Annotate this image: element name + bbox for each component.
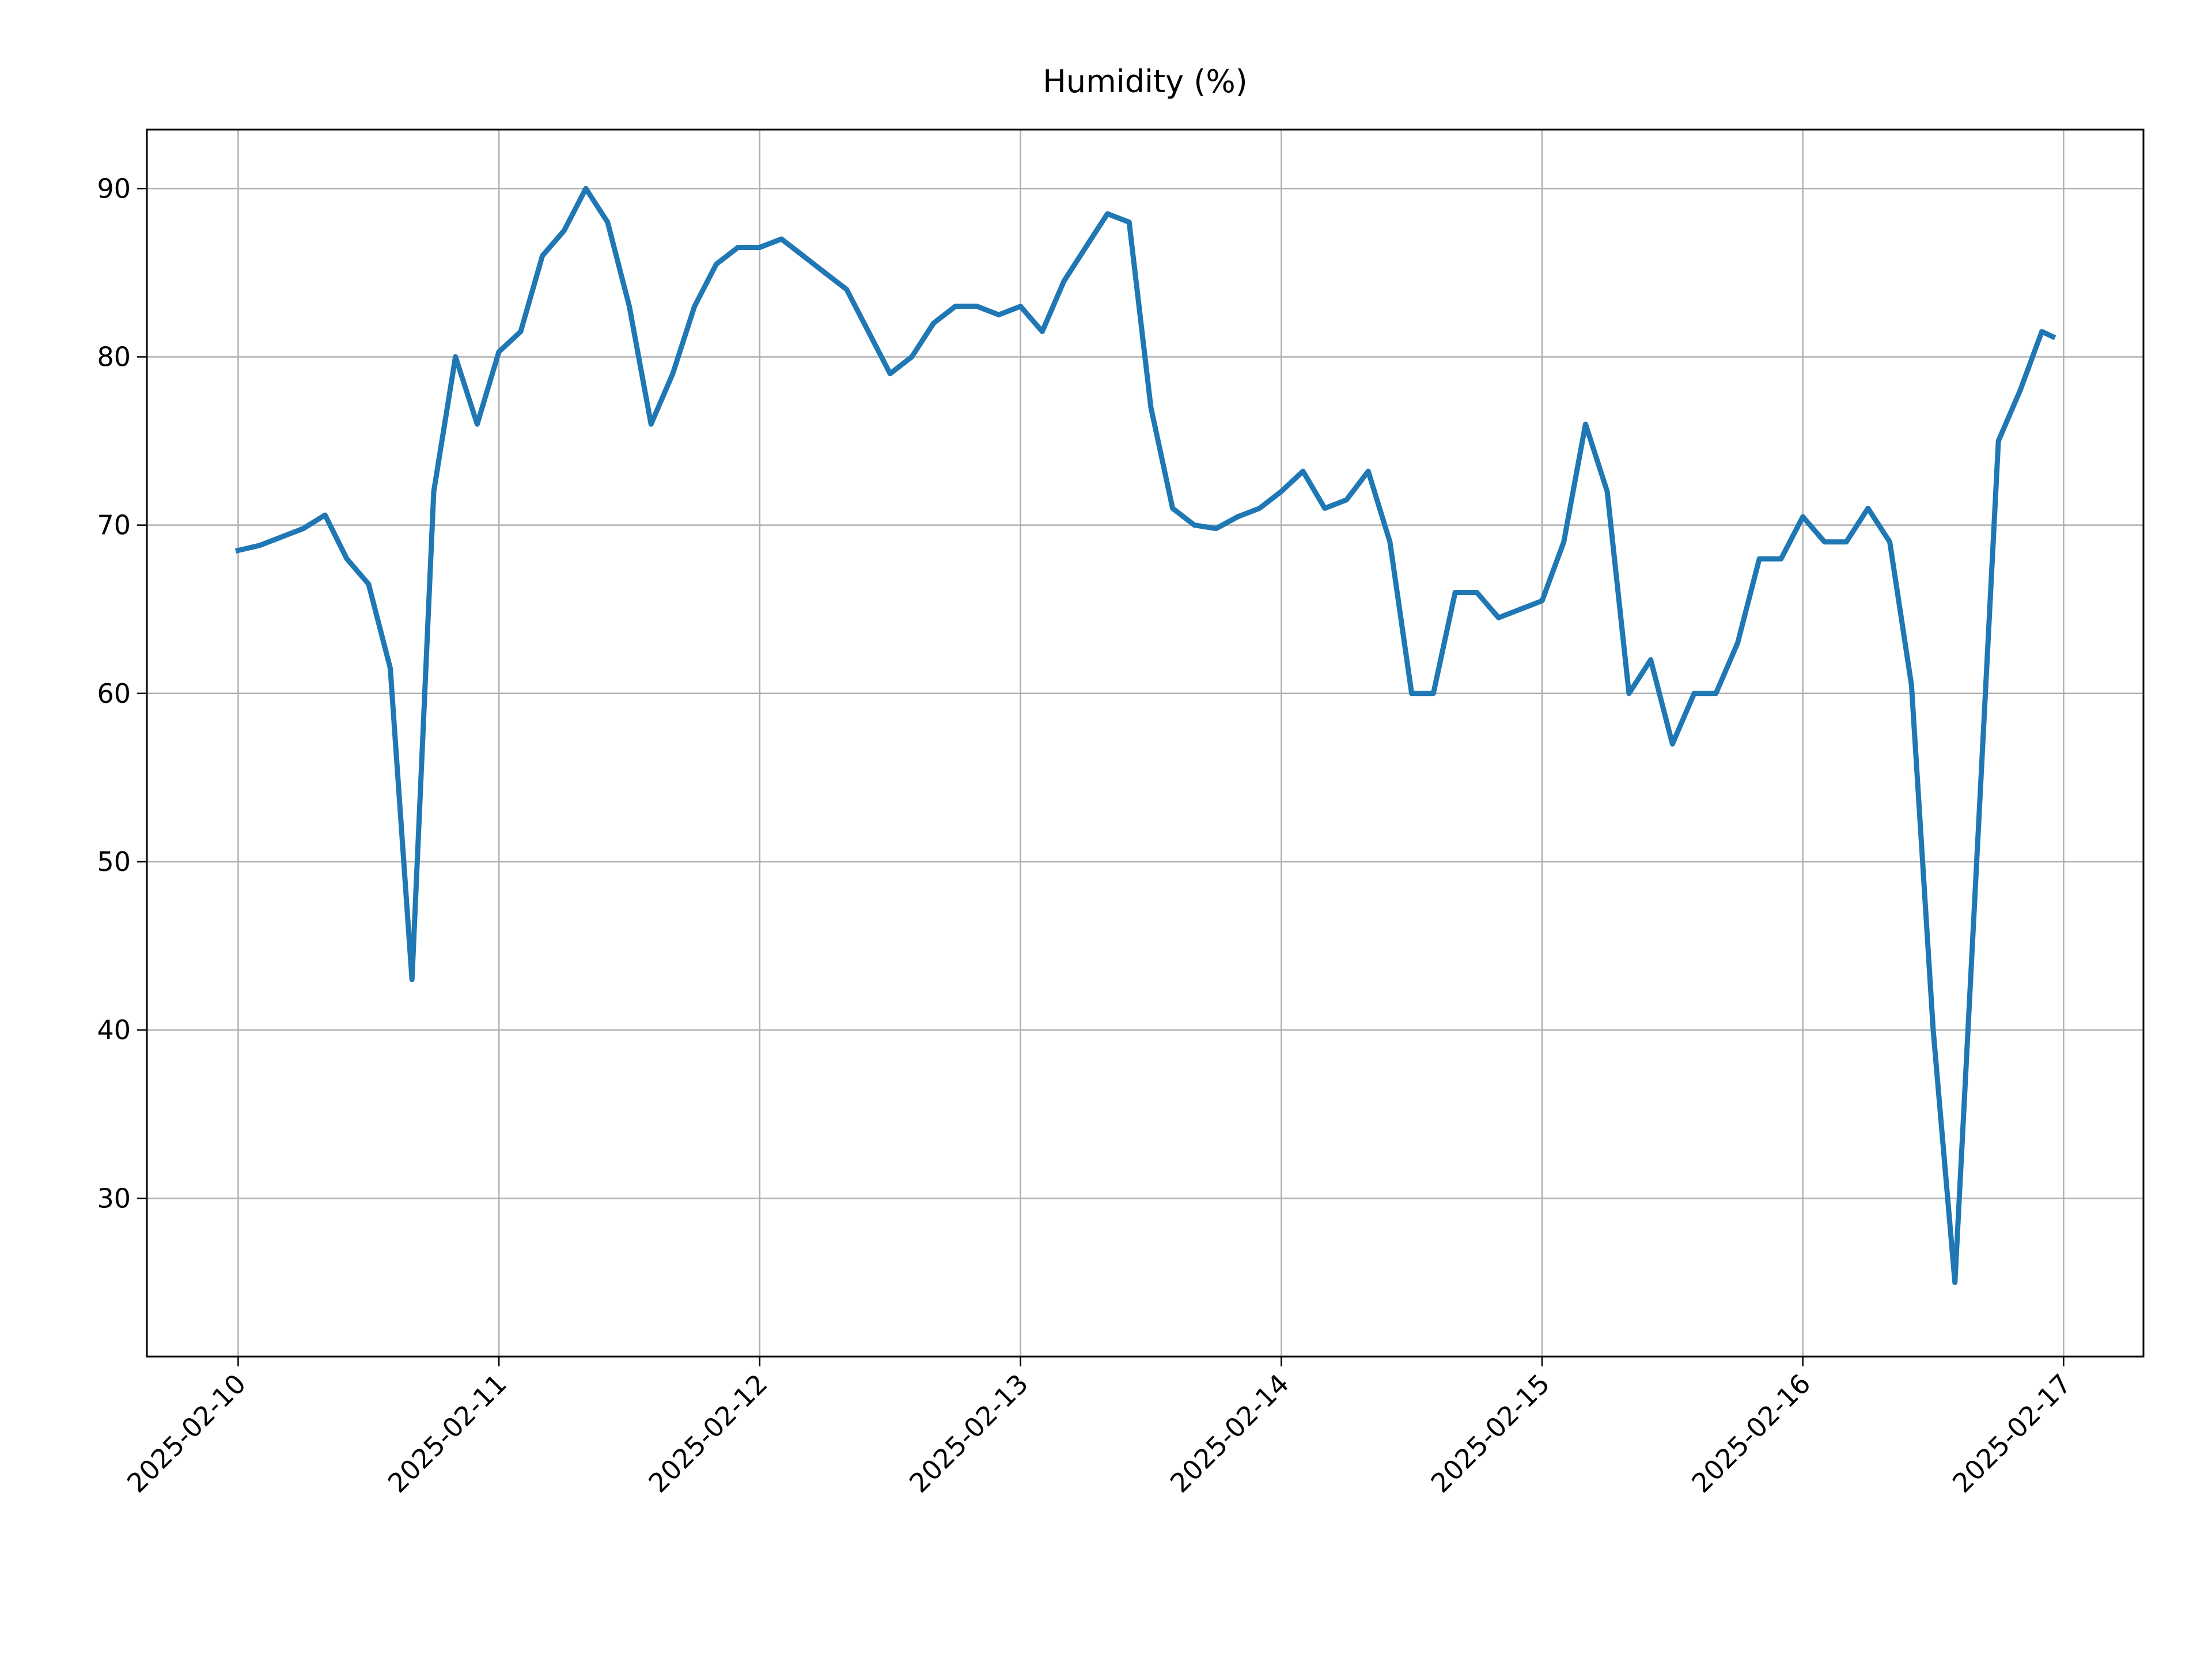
- y-tick-label: 90: [97, 173, 131, 204]
- y-tick-label: 30: [97, 1183, 131, 1214]
- plot-frame: [146, 128, 2145, 1358]
- y-tick-label: 50: [97, 846, 131, 877]
- chart-title: Humidity (%): [1043, 63, 1247, 100]
- line-series: [234, 185, 2056, 1285]
- y-tick-label: 40: [97, 1014, 131, 1046]
- y-tick-label: 80: [97, 341, 131, 372]
- y-tick-label: 60: [97, 678, 131, 709]
- y-tick-label: 70: [97, 510, 131, 541]
